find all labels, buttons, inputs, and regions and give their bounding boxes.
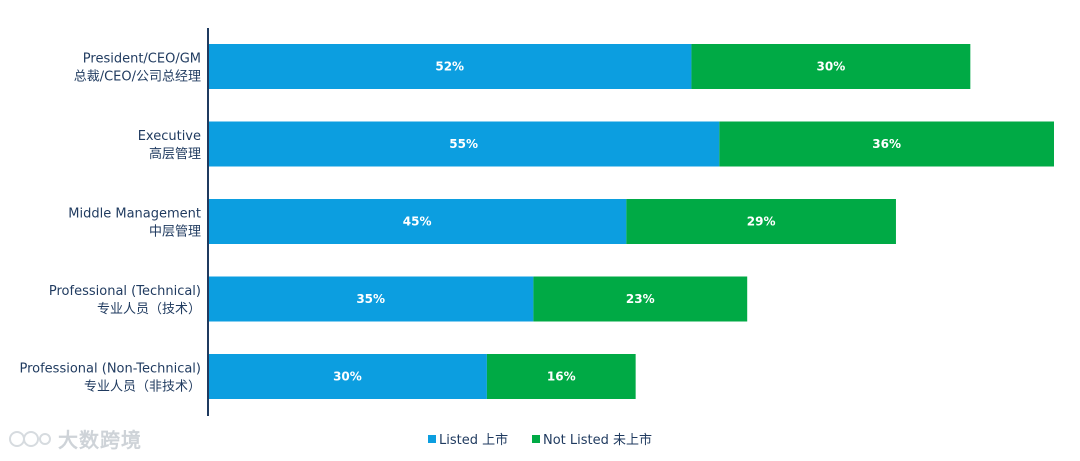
category-label: President/CEO/GM 总裁/CEO/公司总经理 — [74, 52, 201, 85]
bar-not-listed — [626, 199, 896, 244]
bar-label-not-listed: 30% — [817, 60, 846, 74]
bar-listed — [208, 199, 627, 244]
bar-label-not-listed: 16% — [547, 370, 576, 384]
legend-swatch-not-listed — [532, 435, 540, 443]
bar-label-not-listed: 23% — [626, 292, 655, 306]
category-label: Executive 高层管理 — [138, 129, 201, 162]
category-label-en: Middle Management — [68, 207, 201, 222]
category-label-zh: 高层管理 — [149, 146, 201, 162]
watermark-logo-icon — [9, 430, 51, 447]
category-label-en: President/CEO/GM — [83, 52, 201, 67]
bar-listed — [208, 44, 692, 89]
bar-label-listed: 30% — [333, 370, 362, 384]
legend-label-not-listed: Not Listed 未上市 — [543, 432, 652, 448]
category-label: Middle Management 中层管理 — [68, 207, 201, 240]
category-label-en: Professional (Non-Technical) — [19, 362, 201, 377]
category-labels: President/CEO/GM 总裁/CEO/公司总经理 Executive 高层管… — [19, 52, 201, 395]
bar-not-listed — [691, 44, 971, 89]
bar-not-listed — [533, 276, 748, 322]
legend: Listed 上市 Not Listed 未上市 — [428, 432, 652, 448]
bar-value-labels: 52% 30% 55% 36% 45% 29% 35% 23% 30% 16% — [333, 60, 901, 384]
bar-not-listed — [719, 121, 1054, 167]
category-label-zh: 总裁/CEO/公司总经理 — [74, 69, 201, 85]
category-label-en: Executive — [138, 129, 201, 144]
legend-swatch-listed — [428, 435, 436, 443]
bar-label-listed: 52% — [435, 60, 464, 74]
bars — [208, 44, 1054, 399]
bar-listed — [208, 276, 534, 322]
legend-label-listed: Listed 上市 — [439, 432, 508, 448]
category-label: Professional (Technical) 专业人员（技术） — [49, 284, 201, 317]
bar-label-not-listed: 29% — [747, 215, 776, 229]
bar-not-listed — [486, 354, 636, 399]
bar-label-listed: 45% — [403, 215, 432, 229]
category-label: Professional (Non-Technical) 专业人员（非技术） — [19, 362, 201, 395]
watermark: 大数跨境 — [8, 424, 142, 453]
category-label-zh: 专业人员（非技术） — [84, 380, 201, 395]
category-label-zh: 中层管理 — [149, 225, 201, 240]
bar-label-listed: 55% — [449, 137, 478, 151]
category-label-en: Professional (Technical) — [49, 284, 201, 299]
bar-label-not-listed: 36% — [872, 137, 901, 151]
watermark-text: 大数跨境 — [58, 428, 142, 452]
bar-listed — [208, 354, 487, 399]
bar-listed — [208, 121, 720, 167]
category-label-zh: 专业人员（技术） — [97, 302, 201, 317]
bar-label-listed: 35% — [356, 292, 385, 306]
